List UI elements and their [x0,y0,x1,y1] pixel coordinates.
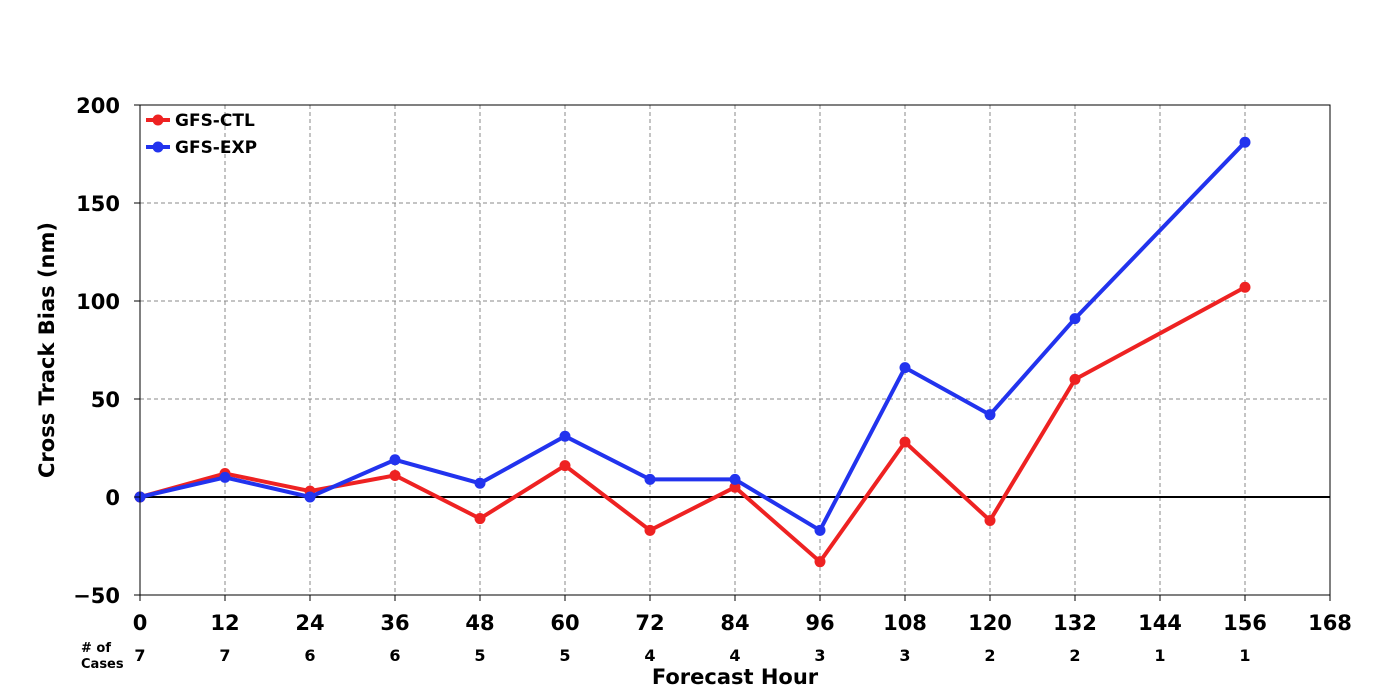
case-count: 2 [984,646,995,665]
case-count: 7 [219,646,230,665]
data-point [814,556,826,568]
case-count: 5 [559,646,570,665]
data-point [984,409,996,421]
y-tick-label: 100 [76,290,120,314]
legend-swatch-marker [152,114,164,126]
case-count: 5 [474,646,485,665]
data-point [389,454,401,466]
x-tick-label: 84 [720,611,749,635]
data-point [1069,373,1081,385]
data-point [389,469,401,481]
case-count: 1 [1154,646,1165,665]
y-tick-label: 150 [76,192,120,216]
x-tick-label: 168 [1308,611,1352,635]
data-point [1239,281,1251,293]
data-point [474,513,486,525]
data-point [474,477,486,489]
x-tick-label: 96 [805,611,834,635]
data-point [899,436,911,448]
data-point [559,430,571,442]
data-point [1069,313,1081,325]
x-tick-label: 0 [133,611,148,635]
case-count: 4 [644,646,655,665]
case-count: 4 [729,646,740,665]
case-count: 3 [814,646,825,665]
series-gfs-exp [134,136,1251,536]
data-point [1239,136,1251,148]
y-tick-label: −50 [73,584,120,608]
y-axis-label: Cross Track Bias (nm) [35,222,59,478]
data-point [729,481,741,493]
x-tick-label: 24 [295,611,324,635]
x-tick-label: 120 [968,611,1012,635]
data-point [219,471,231,483]
data-point [984,515,996,527]
case-count: 7 [134,646,145,665]
legend: GFS-CTL GFS-EXP [146,111,257,158]
legend-swatch-marker [152,141,164,153]
cases-label-line1: # of [81,641,111,656]
data-point [729,473,741,485]
x-tick-label: 108 [883,611,927,635]
data-point [644,524,656,536]
data-point [559,460,571,472]
x-tick-label: 36 [380,611,409,635]
case-count: 1 [1239,646,1250,665]
legend-label: GFS-EXP [175,138,257,158]
x-tick-label: 132 [1053,611,1097,635]
y-tick-label: 0 [105,486,120,510]
legend-label: GFS-CTL [175,111,255,131]
x-tick-label: 156 [1223,611,1267,635]
y-tick-label: 50 [91,388,120,412]
axes: 0 12 24 36 48 60 72 84 96 108 120 132 144 156 168−5005… [73,94,1352,672]
data-point [304,491,316,503]
series-layer [134,136,1251,568]
x-tick-label: 48 [465,611,494,635]
x-tick-label: 12 [210,611,239,635]
case-count: 2 [1069,646,1080,665]
y-tick-label: 200 [76,94,120,118]
x-axis-label: Forecast Hour [652,665,819,689]
data-point [814,524,826,536]
data-point [899,362,911,374]
case-count: 3 [899,646,910,665]
x-tick-label: 72 [635,611,664,635]
data-point [644,473,656,485]
case-count: 6 [304,646,315,665]
x-tick-label: 144 [1138,611,1182,635]
case-count: 6 [389,646,400,665]
cases-label-line2: Cases [81,657,124,672]
x-tick-label: 60 [550,611,579,635]
